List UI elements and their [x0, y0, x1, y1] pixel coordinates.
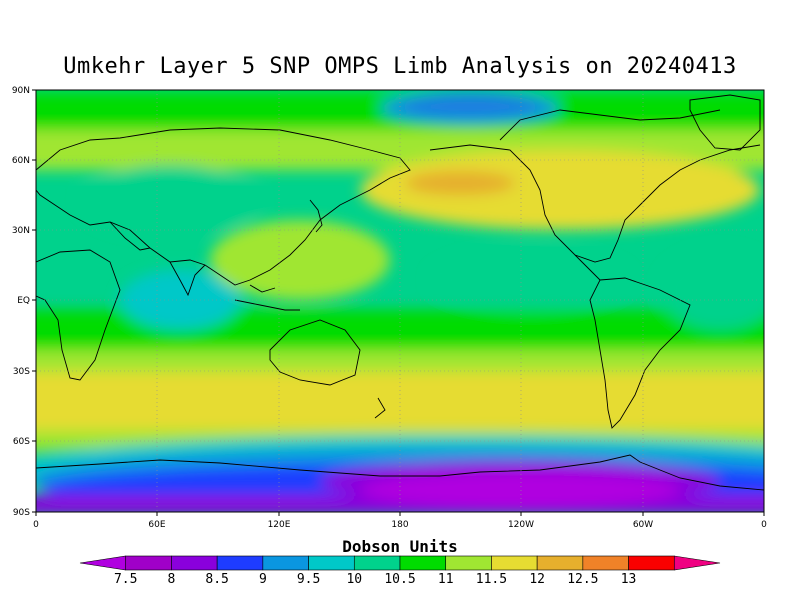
lat-labels: 90N 60N 30N EQ 30S 60S 90S [12, 86, 30, 518]
graticule [36, 90, 764, 512]
colorbar-swatch [536, 555, 584, 571]
colorbar-title: Dobson Units [342, 537, 458, 556]
colorbar-swatch [125, 555, 172, 571]
colorbar-tick-label: 7.5 [114, 572, 137, 587]
colorbar-swatch [628, 555, 675, 571]
lon-label: 0 [761, 520, 767, 530]
lon-label: 120E [268, 520, 291, 530]
colorbar-swatch [673, 555, 721, 571]
colorbar-swatch [399, 555, 447, 571]
colorbar-tick-label: 12.5 [567, 572, 598, 587]
lat-label: 30N [12, 226, 30, 236]
lon-label: 0 [33, 520, 39, 530]
colorbar-tick-label: 13 [621, 572, 637, 587]
colorbar-tick-label: 9.5 [297, 572, 320, 587]
colorbar-tick-label: 9 [259, 572, 267, 587]
colorbar-swatch [582, 555, 629, 571]
lat-label: 30S [13, 367, 30, 377]
lat-label: 90N [12, 86, 30, 96]
colorbar-tick-label: 12 [529, 572, 545, 587]
colorbar-tick-label: 11.5 [476, 572, 507, 587]
lon-label: 120W [508, 520, 534, 530]
lat-label: 60N [12, 156, 30, 166]
colorbar-tick-label: 8 [168, 572, 176, 587]
lat-label: 60S [13, 437, 30, 447]
coastlines [36, 94, 764, 491]
colorbar-tick-label: 10 [346, 572, 362, 587]
map-title: Umkehr Layer 5 SNP OMPS Limb Analysis on… [63, 54, 737, 79]
colorbar-swatch [171, 555, 218, 571]
lon-label: 60E [148, 520, 165, 530]
colorbar: 7.5 8 8.5 9 9.5 10 10.5 11 11.5 12 12.5 13 [79, 555, 721, 587]
axis-ticks [32, 89, 765, 516]
lon-label: 180 [391, 520, 408, 530]
colorbar-swatch [308, 555, 355, 571]
colorbar-tick-label: 8.5 [205, 572, 228, 587]
lat-label: EQ [17, 296, 30, 306]
colorbar-swatch [445, 555, 492, 571]
colorbar-tick-label: 11 [438, 572, 454, 587]
colorbar-swatch [353, 555, 401, 571]
colorbar-swatch [262, 555, 309, 571]
lat-label: 90S [13, 508, 30, 518]
colorbar-swatch [491, 555, 538, 571]
lon-label: 60W [633, 520, 653, 530]
lon-labels: 0 60E 120E 180 120W 60W 0 [33, 520, 767, 530]
colorbar-tick-label: 10.5 [384, 572, 415, 587]
colorbar-swatch [79, 555, 127, 571]
colorbar-swatch [216, 555, 264, 571]
